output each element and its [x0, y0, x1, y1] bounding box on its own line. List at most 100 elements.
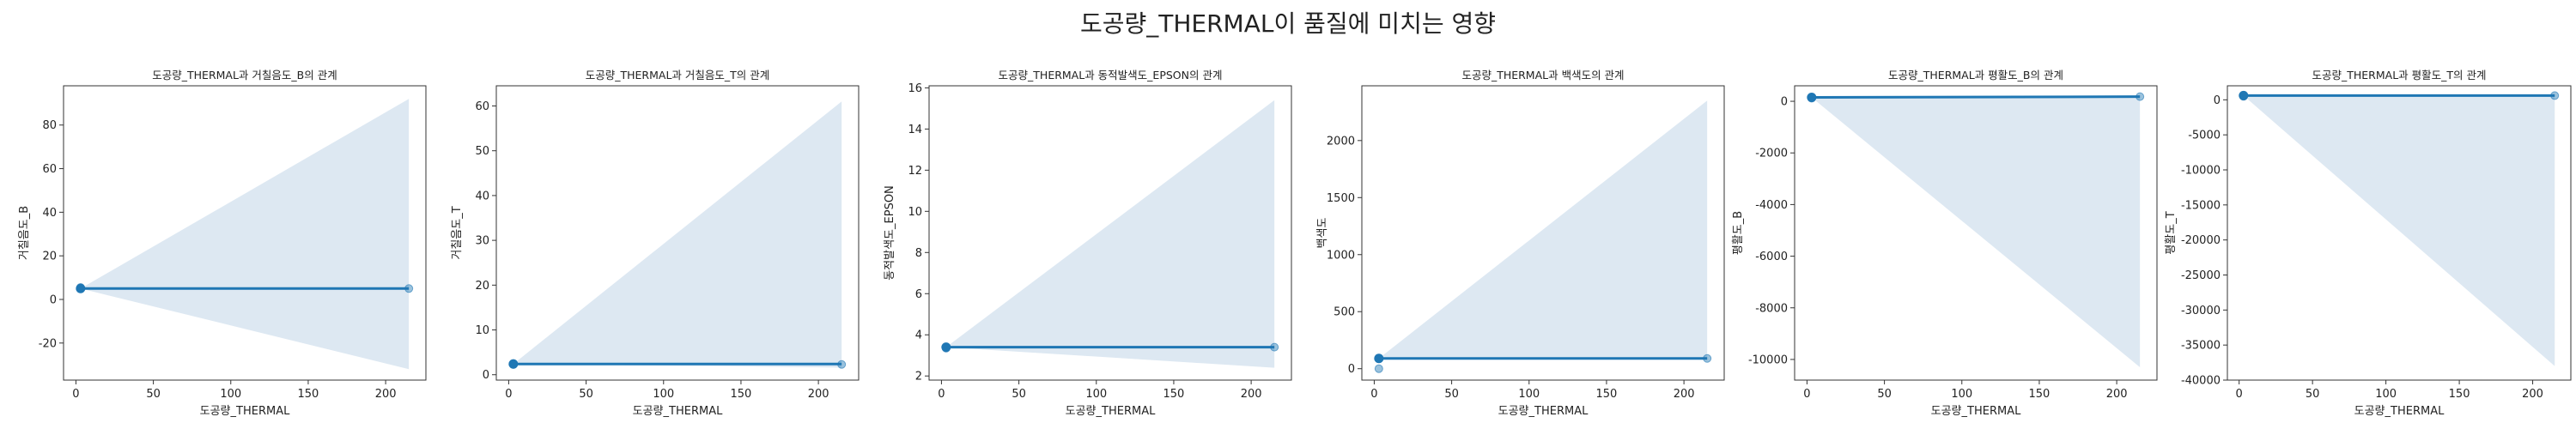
y-tick-label: -4000 [1755, 199, 1788, 212]
x-tick-label: 200 [808, 388, 829, 401]
regression-marker [941, 342, 951, 353]
y-tick-label: -8000 [1755, 302, 1788, 315]
y-tick-label: 1500 [1327, 192, 1355, 205]
regression-line [1811, 95, 2141, 100]
x-tick-label: 150 [2449, 388, 2470, 401]
chart-title: 도공량_THERMAL과 백색도의 관계 [1461, 69, 1624, 82]
y-tick-label: -40000 [2181, 375, 2221, 388]
x-tick-label: 0 [2236, 388, 2243, 401]
confidence-band [80, 99, 410, 370]
x-tick-label: 0 [938, 388, 945, 401]
x-tick-label: 0 [1370, 388, 1377, 401]
axes-frame [495, 85, 860, 381]
axes-frame [1361, 85, 1725, 381]
regression-marker [1374, 353, 1384, 364]
x-tick-label: 200 [375, 388, 397, 401]
axes-frame [63, 85, 427, 381]
y-tick-label: 0 [50, 293, 57, 306]
y-tick-label: 40 [475, 190, 489, 202]
data-point [1374, 364, 1383, 373]
y-tick-label: 0 [2214, 94, 2221, 107]
y-tick-label: 8 [915, 247, 922, 260]
confidence-band [1378, 100, 1708, 360]
y-tick-label: 6 [915, 288, 922, 301]
x-tick-label: 100 [1518, 388, 1540, 401]
subplot-4: 0 50 100 150 2000500100015002000도공량_THERMAL과… [1316, 69, 1725, 418]
regression-marker [1807, 93, 1817, 103]
x-tick-label: 0 [505, 388, 512, 401]
confidence-band [1811, 96, 2141, 367]
subplot-2: 0 50 100 150 200 0 10 20 30 40 50 60 도공량_THERMAL과 거칠… [451, 69, 860, 418]
y-tick-label: -2000 [1755, 148, 1788, 160]
y-tick-label: -10000 [2181, 165, 2221, 178]
x-tick-label: 200 [2522, 388, 2543, 401]
x-tick-label: 100 [2375, 388, 2397, 401]
chart-title: 도공량_THERMAL과 평활도_T의 관계 [2312, 69, 2486, 82]
x-tick-label: 200 [2106, 388, 2128, 401]
y-tick-label: -20 [39, 337, 57, 350]
data-point [404, 284, 414, 293]
y-tick-label: -35000 [2181, 340, 2221, 353]
y-tick-label: 4 [915, 329, 922, 342]
subplot-1: 0 50 100 150 200 -20 0 20 40 60 80 도공량_THERMAL과 거칠음… [18, 69, 427, 418]
y-tick-label: 20 [475, 280, 489, 293]
y-tick-label: 40 [42, 207, 57, 220]
y-tick-label: 10 [475, 324, 489, 337]
y-tick-label: -20000 [2181, 234, 2221, 247]
x-axis-label: 도공량_THERMAL [633, 405, 723, 418]
y-tick-label: 0 [1348, 363, 1355, 376]
y-tick-label: 20 [42, 251, 57, 263]
subplot-3: 0 50 100 150 200 2 4 6 8 10 12 14 16 도공량_THERMAL과 동적발… [884, 69, 1292, 418]
x-tick-label: 100 [1085, 388, 1107, 401]
y-tick-label: 2000 [1327, 135, 1355, 148]
y-tick-label: 60 [475, 100, 489, 113]
y-tick-label: 30 [475, 235, 489, 248]
y-tick-label: -15000 [2181, 199, 2221, 212]
data-point [2550, 91, 2560, 100]
y-tick-label: 80 [42, 119, 57, 132]
axes-frame [2227, 85, 2572, 381]
y-tick-label: 2 [915, 371, 922, 384]
x-tick-label: 100 [220, 388, 241, 401]
y-tick-label: 10 [908, 206, 922, 219]
chart-title: 도공량_THERMAL과 평활도_B의 관계 [1888, 69, 2063, 82]
y-tick-label: 0 [1781, 96, 1788, 109]
x-tick-label: 0 [72, 388, 79, 401]
x-tick-label: 0 [1803, 388, 1810, 401]
axes-frame [928, 85, 1292, 381]
y-tick-label: 50 [475, 145, 489, 158]
y-axis-label: 백색도 [1316, 218, 1329, 249]
regression-marker [76, 283, 86, 293]
confidence-band [513, 101, 842, 368]
y-tick-label: 0 [483, 369, 489, 382]
x-tick-label: 150 [731, 388, 752, 401]
x-tick-label: 150 [2029, 388, 2050, 401]
y-tick-label: 16 [908, 82, 922, 95]
chart-title: 도공량_THERMAL과 거칠음도_B의 관계 [152, 69, 337, 82]
x-tick-label: 150 [1596, 388, 1618, 401]
x-tick-label: 150 [1163, 388, 1185, 401]
data-point [1703, 353, 1712, 363]
y-tick-label: -5000 [2188, 130, 2221, 142]
y-axis-label: 동적발색도_EPSON [884, 185, 896, 281]
data-point [837, 360, 847, 369]
chart-title: 도공량_THERMAL과 거칠음도_T의 관계 [586, 69, 770, 82]
figure-title: 도공량_THERMAL이 품질에 미치는 영향 [1079, 9, 1497, 38]
y-axis-label: 평활도_B [1732, 211, 1745, 255]
y-axis-label: 거칠음도_B [18, 206, 31, 260]
confidence-band [945, 100, 1275, 368]
y-axis-label: 거칠음도_T [451, 206, 464, 259]
y-tick-label: -6000 [1755, 251, 1788, 263]
y-axis-label: 평활도_T [2165, 211, 2178, 254]
x-tick-label: 150 [298, 388, 319, 401]
x-tick-label: 50 [579, 388, 593, 401]
y-tick-label: 12 [908, 165, 922, 178]
x-tick-label: 200 [1241, 388, 1262, 401]
y-tick-label: 1000 [1327, 249, 1355, 262]
y-tick-label: -25000 [2181, 269, 2221, 282]
y-tick-label: -10000 [1748, 353, 1788, 366]
x-axis-label: 도공량_THERMAL [1498, 405, 1589, 418]
data-point [1270, 342, 1279, 352]
x-tick-label: 50 [2306, 388, 2320, 401]
